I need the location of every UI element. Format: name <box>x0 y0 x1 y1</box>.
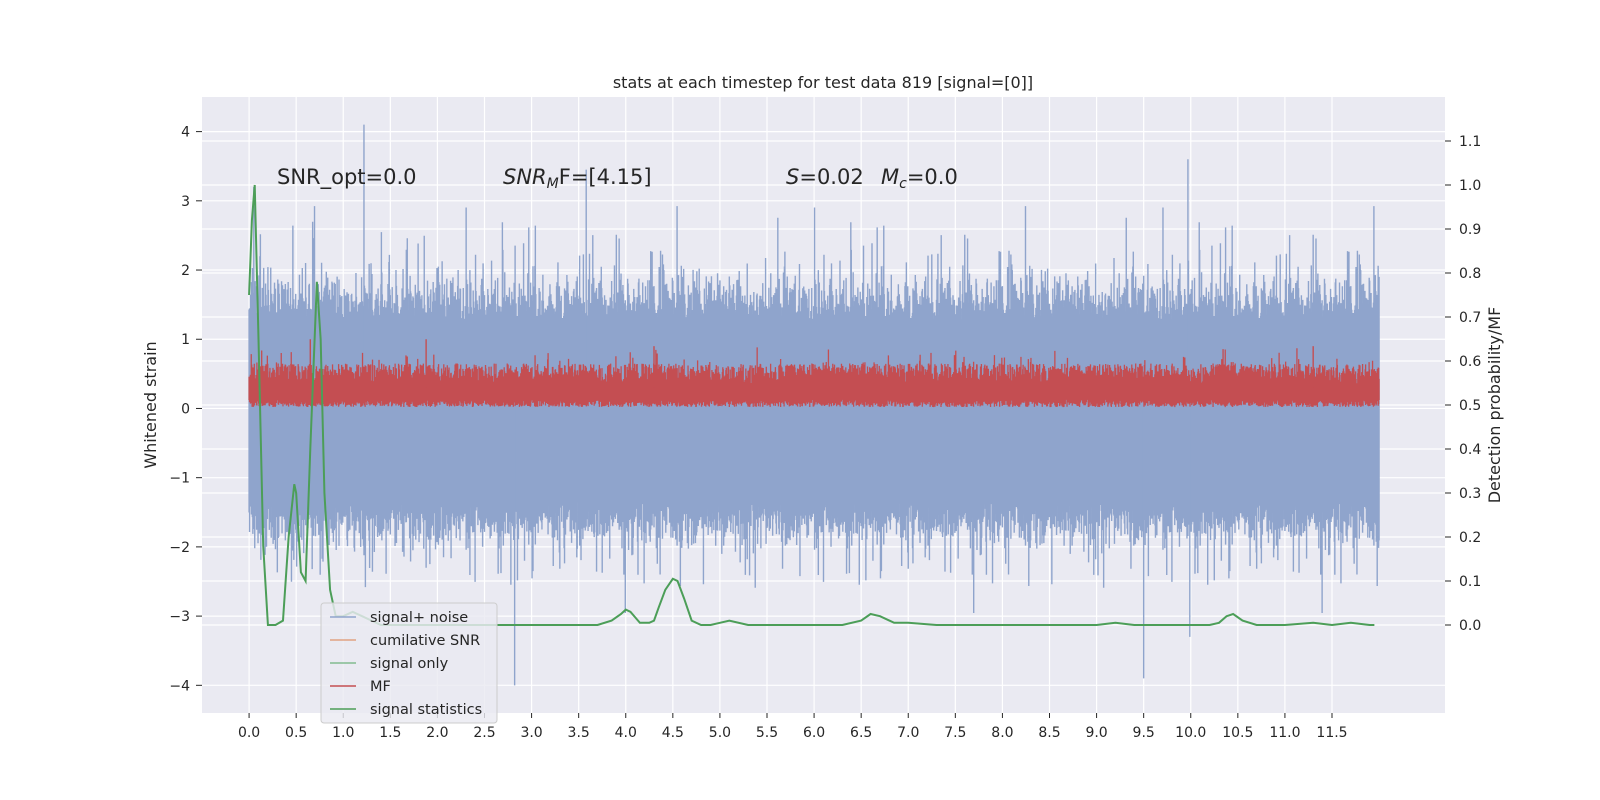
x-tick-label: 1.0 <box>332 725 354 741</box>
annotation-mc: Mc=0.0 <box>881 165 958 192</box>
y2-axis-ticks: 0.0 0.1 0.2 0.3 0.4 0.5 0.6 0.7 0.8 0.9 1.0 1.1 <box>1445 134 1481 634</box>
x-tick-label: 3.0 <box>520 725 542 741</box>
y-tick-label: −1 <box>169 471 190 487</box>
y2-tick-label: 0.6 <box>1459 354 1481 370</box>
x-tick-label: 3.5 <box>568 725 590 741</box>
x-tick-label: 8.0 <box>991 725 1013 741</box>
x-tick-label: 4.5 <box>662 725 684 741</box>
x-tick-label: 11.0 <box>1269 725 1300 741</box>
annotation-s-label: S <box>786 165 799 189</box>
y2-tick-label: 0.7 <box>1459 310 1481 326</box>
x-tick-label: 7.5 <box>944 725 966 741</box>
x-tick-label: 6.5 <box>850 725 872 741</box>
series-signal-statistics <box>248 184 1375 627</box>
legend-label-mf: MF <box>370 679 391 695</box>
y2-tick-label: 0.5 <box>1459 398 1481 414</box>
y-tick-label: 1 <box>181 332 190 348</box>
y2-tick-label: 0.9 <box>1459 222 1481 238</box>
chart-title: stats at each timestep for test data 819… <box>613 73 1033 92</box>
annotation-s: S=0.02 <box>786 165 864 189</box>
y-tick-label: −2 <box>169 540 190 556</box>
y-tick-label: 4 <box>181 125 190 141</box>
x-tick-label: 6.0 <box>803 725 825 741</box>
series-line-signal-statistics <box>248 184 1375 627</box>
annotation-snr-mf-sub: M <box>547 176 559 192</box>
legend-label-signal-statistics: signal statistics <box>370 702 482 718</box>
y2-tick-label: 0.3 <box>1459 486 1481 502</box>
y2-tick-label: 1.1 <box>1459 134 1481 150</box>
y2-tick-label: 0.1 <box>1459 574 1481 590</box>
x-tick-label: 5.5 <box>756 725 778 741</box>
x-tick-label: 10.0 <box>1175 725 1206 741</box>
x-axis-ticks: 0.0 0.5 1.0 1.5 2.0 2.5 3.0 3.5 4.0 4.5 5.0 5.5 6.0 6… <box>238 713 1348 741</box>
legend: signal+ noise cumilative SNR signal only… <box>320 602 498 724</box>
y-axis-label: Whitened strain <box>141 341 160 468</box>
x-tick-label: 2.5 <box>473 725 495 741</box>
y2-tick-label: 0.8 <box>1459 266 1481 282</box>
y2-tick-label: 1.0 <box>1459 178 1481 194</box>
x-tick-label: 8.5 <box>1038 725 1060 741</box>
annotation-snr-mf: SNRMF=[4.15] <box>503 165 652 192</box>
x-tick-label: 10.5 <box>1222 725 1253 741</box>
y-axis-ticks: −4 −3 −2 −1 0 1 2 3 4 <box>169 125 202 694</box>
annotation-snr-opt: SNR_opt=0.0 <box>277 165 417 190</box>
x-tick-label: 9.5 <box>1133 725 1155 741</box>
annotation-mc-label: M <box>881 165 899 189</box>
y-tick-label: 0 <box>181 401 190 417</box>
legend-label-signal-plus-noise: signal+ noise <box>370 610 468 626</box>
annotation-mc-value: =0.0 <box>907 165 958 189</box>
y-tick-label: −4 <box>169 678 190 694</box>
annotation-mc-sub: c <box>899 176 907 192</box>
x-tick-label: 4.0 <box>615 725 637 741</box>
y-tick-label: 3 <box>181 194 190 210</box>
y2-tick-label: 0.2 <box>1459 530 1481 546</box>
legend-label-signal-only: signal only <box>370 656 449 672</box>
x-tick-label: 7.0 <box>897 725 919 741</box>
x-tick-label: 0.5 <box>285 725 307 741</box>
annotation-s-value: =0.02 <box>799 165 863 189</box>
x-tick-label: 9.0 <box>1085 725 1107 741</box>
y2-axis-label: Detection probability/MF <box>1485 307 1504 504</box>
x-tick-label: 5.0 <box>709 725 731 741</box>
x-tick-label: 1.5 <box>379 725 401 741</box>
x-tick-label: 11.5 <box>1316 725 1347 741</box>
annotation-snr-mf-prefix: SNR <box>503 165 547 189</box>
annotation-snr-mf-rest: F=[4.15] <box>559 165 652 189</box>
series-mf <box>248 339 1380 408</box>
annotations: SNR_opt=0.0 SNRMF=[4.15] S=0.02 Mc=0.0 <box>277 165 958 192</box>
y-tick-label: −3 <box>169 609 190 625</box>
x-tick-label: 0.0 <box>238 725 260 741</box>
y2-tick-label: 0.0 <box>1459 618 1481 634</box>
legend-frame <box>320 602 498 724</box>
legend-label-cumilative-snr: cumilative SNR <box>370 633 480 649</box>
y2-tick-label: 0.4 <box>1459 442 1481 458</box>
series-line-mf <box>248 347 1380 408</box>
y-tick-label: 2 <box>181 263 190 279</box>
x-tick-label: 2.0 <box>426 725 448 741</box>
